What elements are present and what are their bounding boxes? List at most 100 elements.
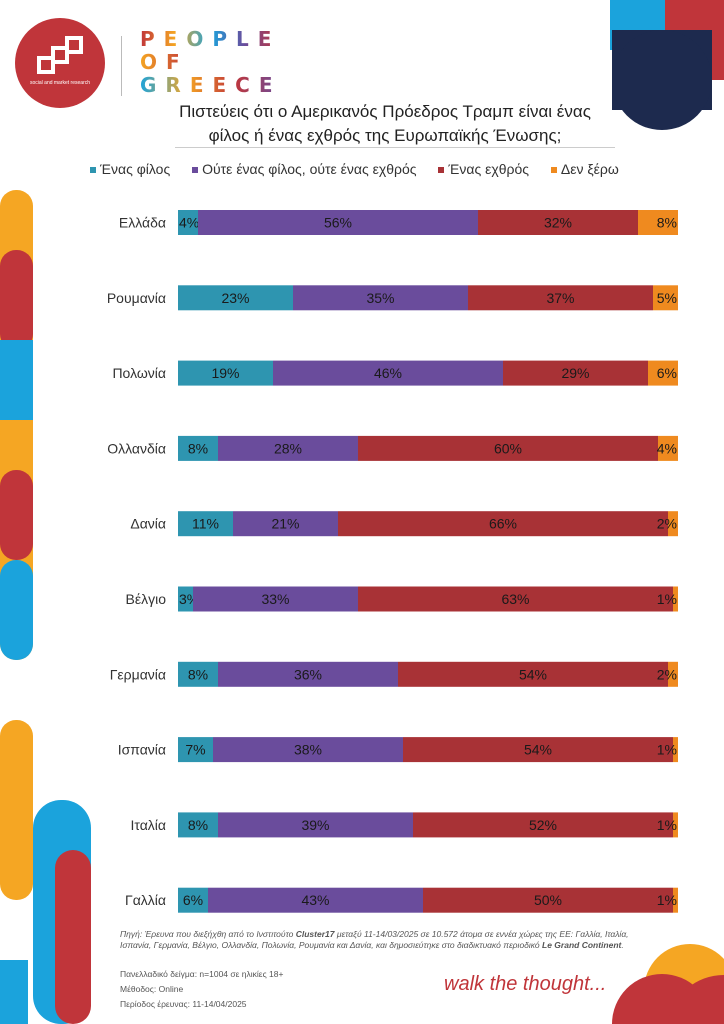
data-label: 2% [657, 666, 677, 682]
data-label: 4% [657, 440, 677, 456]
bar-segment [178, 586, 193, 612]
data-label: 8% [188, 817, 208, 833]
brand-line-1: PEOPLE [140, 27, 280, 51]
bar-segment [413, 812, 673, 838]
bar-segment [648, 360, 678, 386]
bar-segment [193, 586, 358, 612]
bar-segment [358, 586, 673, 612]
legend-label: Δεν ξέρω [560, 161, 619, 177]
data-label: 21% [271, 516, 299, 532]
title-line-2: φίλος ή ένας εχθρός της Ευρωπαϊκής Ένωση… [208, 126, 562, 145]
source-note: Πηγή: Έρευνα που διεξήχθη από το Ινστιτο… [120, 929, 640, 951]
data-label: 5% [657, 290, 677, 306]
data-label: 8% [188, 666, 208, 682]
data-label: 36% [294, 666, 322, 682]
legend-swatch [438, 167, 445, 174]
data-label: 56% [324, 215, 352, 231]
brand-people: PEOPLE [140, 27, 281, 51]
data-label: 54% [524, 742, 552, 758]
title-divider [175, 147, 615, 148]
category-label: Ρουμανία [107, 290, 166, 306]
bar-segment [673, 586, 678, 612]
data-label: 35% [366, 290, 394, 306]
bar-segment [178, 661, 218, 687]
legend-label: Ένας εχθρός [448, 161, 530, 177]
bar-segment [178, 737, 213, 763]
bar-segment [178, 360, 273, 386]
bar-segment [218, 812, 413, 838]
legend-item-dontknow: Δεν ξέρω [550, 161, 619, 177]
data-label: 28% [274, 440, 302, 456]
brand-line-2: OF [140, 50, 189, 74]
legend-label: Ένας φίλος [100, 161, 171, 177]
category-label: Πολωνία [112, 365, 166, 381]
source-institute: Cluster17 [295, 929, 335, 939]
bar-segment [198, 210, 478, 235]
bar-segment [178, 887, 208, 913]
brand-line-3: GREECE [140, 73, 281, 97]
bar-segment [178, 511, 233, 537]
category-label: Δανία [130, 516, 166, 532]
bar-segment [468, 285, 653, 311]
bar-segment [218, 661, 398, 687]
slogan: walk the thought... [444, 973, 607, 995]
method-info: Μέθοδος: Online [120, 984, 184, 994]
bar-segment [398, 661, 668, 687]
data-label: 38% [294, 742, 322, 758]
sample-info: Πανελλαδικό δείγμα: n=1004 σε ηλικίες 18… [120, 969, 284, 979]
data-label: 23% [221, 290, 249, 306]
brand-greece: GREECE [140, 73, 282, 97]
data-label: 37% [546, 290, 574, 306]
category-label: Γαλλία [125, 892, 166, 908]
bar-segment [423, 887, 673, 913]
data-label: 1% [657, 591, 677, 607]
bar-segment [668, 511, 678, 537]
data-label: 63% [501, 591, 529, 607]
data-label: 4% [179, 215, 199, 231]
data-label: 32% [544, 215, 572, 231]
source-end: . [621, 940, 624, 950]
bar-segment [503, 360, 648, 386]
source-prefix: Πηγή: Έρευνα που διεξήχθη από το Ινστιτο… [120, 929, 296, 939]
brand-of: OF [140, 50, 189, 74]
legend-swatch [90, 167, 96, 174]
bar-segment [478, 210, 638, 235]
bar-segment [673, 812, 678, 838]
data-label: 33% [261, 591, 289, 607]
chart-title: Πιστεύεις ότι ο Αμερικανός Πρόεδρος Τραμ… [150, 100, 620, 148]
bar-segment [178, 812, 218, 838]
data-label: 29% [561, 365, 589, 381]
data-label: 52% [529, 817, 557, 833]
data-label: 54% [519, 666, 547, 682]
bar-segment [213, 737, 403, 763]
bar-segment [673, 887, 678, 913]
bar-segment [218, 435, 358, 461]
data-label: 50% [534, 892, 562, 908]
data-label: 2% [657, 516, 677, 532]
legend-item-neither: Ούτε ένας φίλος, ούτε ένας εχθρός [192, 161, 417, 177]
title-line-1: Πιστεύεις ότι ο Αμερικανός Πρόεδρος Τραμ… [179, 102, 591, 121]
data-label: 6% [183, 892, 203, 908]
data-label: 11% [192, 516, 219, 532]
company-logo: social and market research [15, 18, 105, 108]
category-label: Βέλγιο [126, 591, 167, 607]
logo-caption: social and market research [29, 80, 91, 86]
bar-segment [338, 511, 668, 537]
bar-segment [293, 285, 468, 311]
chart-legend: Ένας φίλος Ούτε ένας φίλος, ούτε ένας εχ… [90, 161, 690, 177]
bar-segment [178, 210, 198, 235]
source-magazine: Le Grand Continent [542, 940, 622, 950]
data-label: 1% [657, 742, 677, 758]
data-label: 1% [657, 817, 677, 833]
data-label: 1% [657, 892, 677, 908]
period-info: Περίοδος έρευνας: 11-14/04/2025 [120, 999, 247, 1009]
data-label: 7% [185, 742, 205, 758]
bar-segment [653, 285, 678, 311]
bar-segment [403, 737, 673, 763]
data-label: 66% [489, 516, 517, 532]
legend-swatch [550, 167, 557, 174]
category-label: Γερμανία [110, 666, 166, 682]
category-label: Ολλανδία [107, 440, 166, 456]
